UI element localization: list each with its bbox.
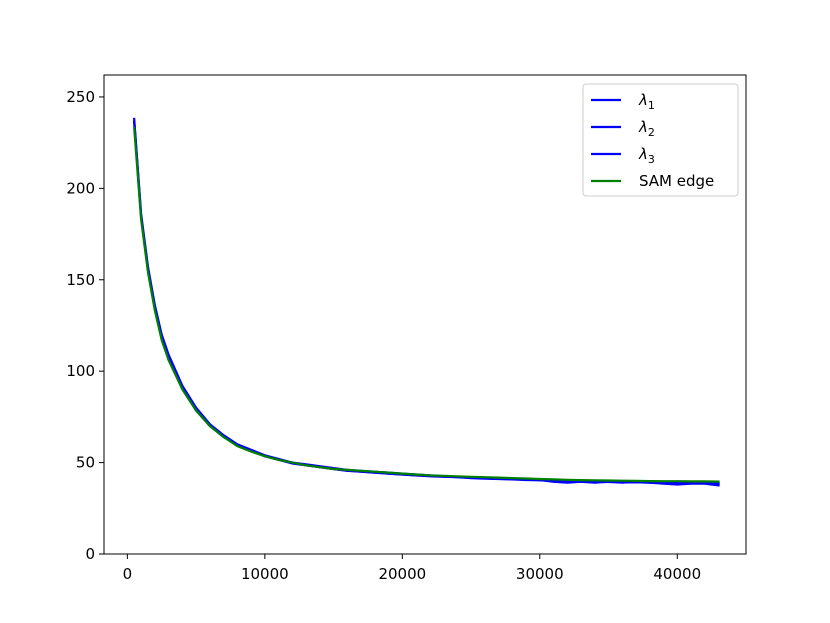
axes-frame	[103, 74, 747, 555]
legend: λ1 λ2 λ3 SAM edge	[582, 83, 739, 197]
legend-label: λ1	[638, 91, 655, 112]
legend-label: SAM edge	[639, 172, 714, 190]
y-tick-label: 250	[66, 88, 95, 106]
legend-label: λ2	[638, 118, 655, 139]
legend-label: λ3	[638, 145, 655, 166]
y-tick-label: 200	[66, 179, 95, 197]
y-tick-label: 150	[66, 271, 95, 289]
series-line-4	[133, 126, 720, 483]
x-tick-label: 30000	[516, 565, 564, 583]
y-tick-label: 100	[66, 362, 95, 380]
x-tick-label: 10000	[241, 565, 289, 583]
x-tick-label: 0	[123, 565, 133, 583]
y-tick-label: 0	[85, 545, 95, 563]
plot-lines	[133, 117, 720, 487]
y-axis: 0 50 100 150 200 250	[66, 88, 104, 563]
legend-box	[582, 83, 739, 197]
x-tick-label: 40000	[653, 565, 701, 583]
x-tick-label: 20000	[378, 565, 426, 583]
x-axis: 0 10000 20000 30000 40000	[123, 554, 701, 583]
y-tick-label: 50	[76, 454, 95, 472]
